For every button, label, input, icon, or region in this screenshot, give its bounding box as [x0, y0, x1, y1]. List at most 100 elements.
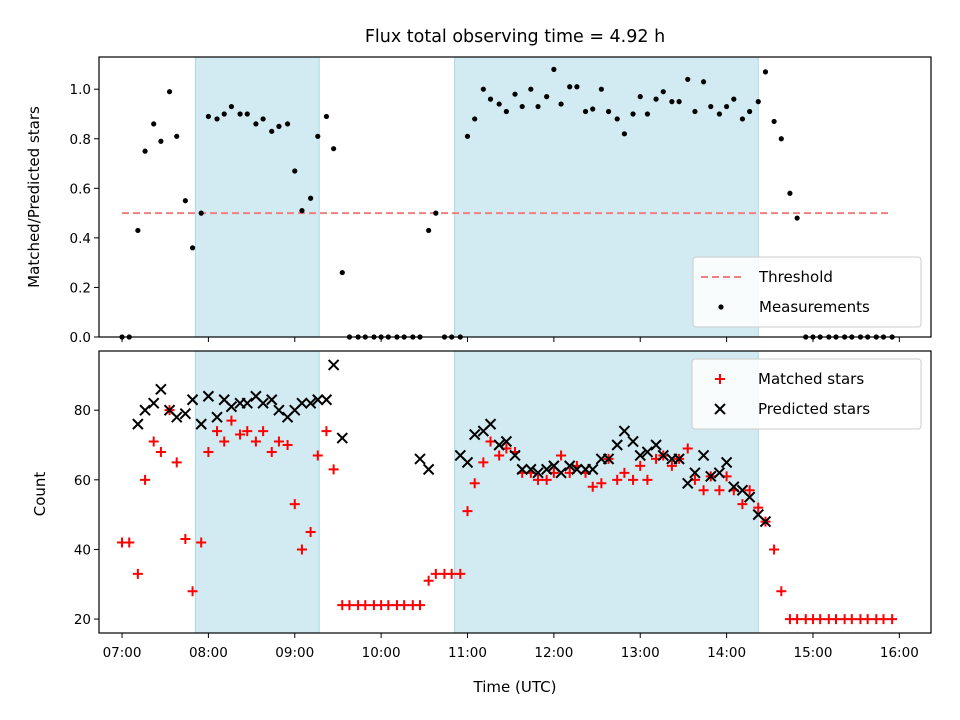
data-point: [642, 474, 653, 485]
series-predicted-stars: [132, 359, 772, 528]
x-tick-label: 08:00: [189, 645, 228, 661]
data-point: [533, 474, 544, 485]
legend: Threshold Measurements: [692, 256, 922, 328]
data-point: [723, 103, 730, 110]
x-tick-label: 10:00: [362, 645, 401, 661]
data-point: [660, 89, 666, 95]
data-point: [331, 146, 337, 152]
data-point: [315, 133, 321, 139]
data-point: [509, 449, 521, 462]
data-point: [198, 210, 204, 216]
data-point: [747, 108, 753, 115]
legend-label: Matched stars: [758, 370, 864, 388]
data-point: [253, 121, 259, 127]
bottom-y-axis-label: Count: [31, 472, 49, 517]
data-point: [558, 101, 564, 107]
data-point: [720, 456, 733, 469]
data-point: [769, 544, 780, 555]
data-point: [590, 106, 596, 112]
data-point: [221, 111, 227, 117]
data-point: [714, 485, 725, 496]
data-point: [273, 436, 284, 447]
data-point: [887, 614, 898, 625]
data-point: [708, 103, 714, 110]
x-tick-label: 13:00: [621, 645, 660, 661]
data-point: [186, 394, 199, 406]
top-y-axis-label: Matched/Predicted stars: [25, 106, 43, 288]
data-point: [284, 121, 291, 127]
data-point: [205, 113, 211, 120]
data-point: [480, 86, 486, 92]
data-point: [455, 568, 466, 579]
x-tick-label: 11:00: [448, 645, 487, 661]
data-point: [728, 481, 740, 493]
data-point: [685, 76, 691, 82]
data-point: [228, 103, 235, 110]
data-point: [602, 453, 615, 465]
data-point: [540, 463, 553, 476]
data-point: [237, 111, 243, 117]
data-point: [195, 418, 207, 430]
x-tick-label: 07:00: [103, 645, 142, 661]
data-point: [776, 586, 787, 597]
data-point: [305, 527, 316, 538]
data-point: [273, 404, 285, 416]
data-point: [225, 400, 238, 413]
data-point: [787, 190, 793, 196]
x-tick-label: 15:00: [794, 645, 833, 661]
data-point: [666, 460, 677, 471]
data-point: [512, 91, 518, 97]
data-point: [266, 394, 278, 406]
data-point: [383, 600, 394, 611]
data-point: [634, 449, 646, 462]
data-point: [187, 586, 198, 597]
legend-marker: [714, 403, 726, 415]
data-point: [468, 428, 481, 441]
shaded-interval-1: [194, 56, 320, 338]
data-point: [705, 470, 717, 483]
data-point: [778, 136, 784, 142]
data-point: [171, 411, 183, 423]
data-point: [344, 600, 355, 611]
data-point: [697, 449, 710, 462]
data-point: [698, 485, 709, 496]
data-point: [179, 407, 192, 420]
data-point: [132, 568, 143, 579]
data-point: [320, 394, 333, 406]
data-point: [461, 456, 474, 469]
data-point: [478, 457, 489, 468]
data-point: [196, 537, 207, 548]
data-point: [494, 450, 505, 461]
data-point: [235, 429, 246, 440]
data-point: [614, 116, 620, 122]
data-point: [500, 435, 513, 448]
data-point: [644, 111, 651, 117]
data-point: [532, 467, 544, 479]
data-point: [469, 478, 480, 489]
y-tick-label: 1.0: [70, 82, 91, 98]
data-point: [737, 499, 748, 510]
data-point: [862, 614, 873, 625]
x-tick-label: 12:00: [534, 645, 573, 661]
data-point: [269, 128, 275, 134]
x-tick-label: 16:00: [880, 645, 919, 661]
data-point: [551, 66, 557, 72]
data-point: [653, 96, 659, 102]
data-point: [587, 463, 599, 476]
data-point: [596, 478, 607, 489]
data-point: [312, 394, 324, 406]
x-axis-label: Time (UTC): [473, 678, 557, 696]
data-point: [464, 133, 471, 139]
data-point: [304, 397, 317, 409]
data-point: [567, 84, 573, 90]
data-point: [430, 568, 441, 579]
data-point: [582, 108, 589, 115]
data-point: [328, 464, 339, 475]
legend-box: [691, 358, 922, 430]
data-point: [605, 108, 612, 115]
data-point: [587, 481, 598, 492]
data-point: [621, 131, 627, 137]
data-point: [496, 101, 502, 107]
data-point: [202, 390, 215, 402]
